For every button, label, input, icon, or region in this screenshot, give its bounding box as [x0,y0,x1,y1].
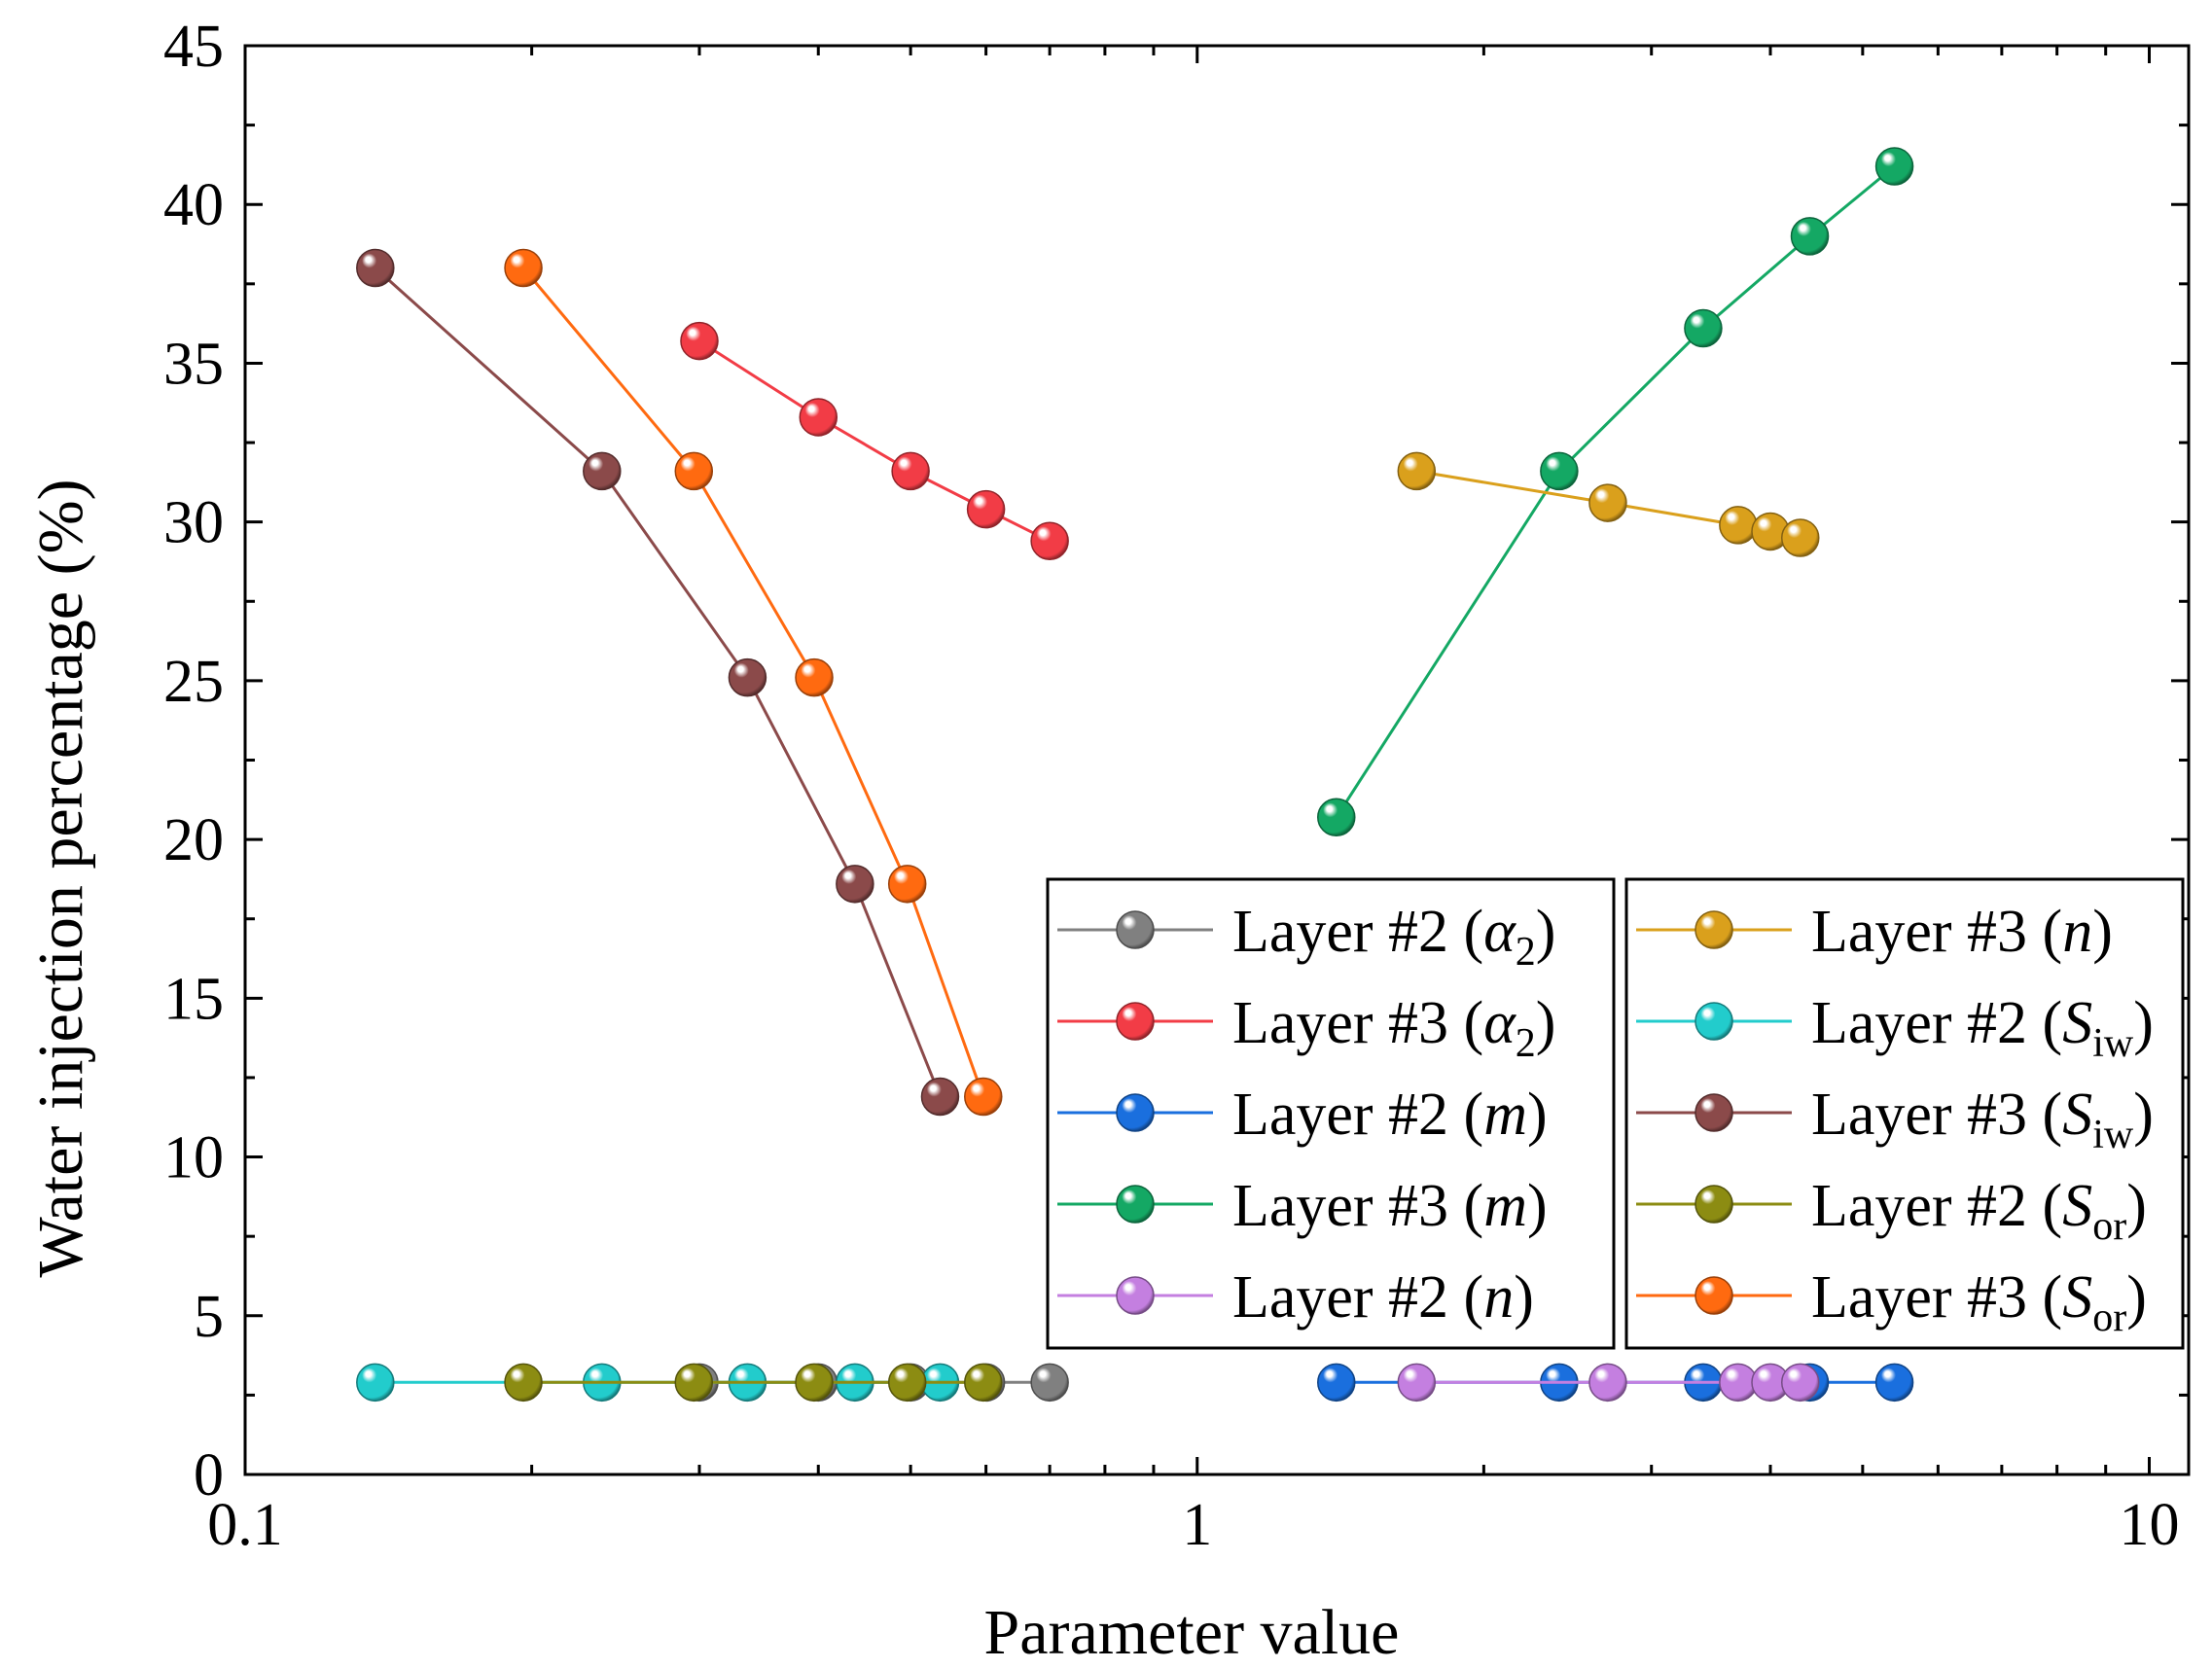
legend-label: Layer #2 (Siw) [1811,990,2154,1066]
data-point [1317,798,1356,837]
data-point [1874,147,1914,186]
y-tick-label: 20 [163,807,224,873]
legend-label: Layer #3 (n) [1811,899,2113,965]
data-point [1030,1363,1069,1403]
series-line [374,266,942,1098]
legend-label: Layer #3 (Sor) [1811,1264,2147,1340]
legend-item: Layer #3 (n) [1636,899,2113,965]
data-point [504,1363,543,1403]
x-tick-label: 0.1 [207,1492,283,1558]
y-tick-label: 35 [163,331,224,397]
data-point [1719,506,1758,545]
data-point [1317,1363,1356,1403]
data-point [674,451,714,491]
y-tick-label: 15 [163,966,224,1032]
data-point [356,248,395,288]
y-tick-label: 10 [163,1125,224,1191]
y-tick-label: 5 [194,1284,224,1350]
y-tick-label: 45 [163,14,224,80]
data-point [674,1363,714,1403]
legend-item: Layer #3 (α2) [1057,990,1555,1066]
data-point [1790,217,1830,256]
y-tick-label: 30 [163,490,224,556]
data-point [1780,1363,1820,1403]
data-point [891,451,930,491]
legend-marker [1695,1185,1733,1224]
data-point [836,865,874,904]
legend-label: Layer #2 (m) [1232,1082,1548,1148]
data-point [1030,521,1069,561]
data-point [680,321,719,361]
x-tick-label: 10 [2119,1492,2179,1558]
series-3 [1317,147,1914,837]
data-point [1397,451,1437,491]
legend-item: Layer #2 (Siw) [1636,990,2154,1066]
data-point [964,1363,1003,1403]
legend-label: Layer #3 (α2) [1232,990,1555,1066]
data-point [887,1363,927,1403]
legend-marker [1116,1185,1155,1224]
data-point [1588,1363,1627,1403]
legend-label: Layer #2 (n) [1232,1264,1534,1331]
data-point [1684,308,1723,348]
data-point [1719,1363,1758,1403]
y-tick-label: 40 [163,172,224,238]
data-point [1588,483,1627,522]
data-point [799,398,838,437]
legend-item: Layer #3 (Sor) [1636,1264,2147,1340]
data-point [728,657,767,697]
data-point [1397,1363,1437,1403]
legend-marker [1695,1276,1733,1315]
legend-marker [1695,1002,1733,1041]
axes: 0 5 10 15 20 25 30 35 40 45 0.1 1 10 [163,14,2191,1558]
legend-marker [1116,1093,1155,1132]
data-point [966,489,1006,529]
y-tick-label: 25 [163,649,224,715]
data-point [795,1363,834,1403]
legend: Layer #2 (α2) Layer #3 (α2) Layer #2 (m) La… [1046,877,2185,1350]
data-point [920,1077,960,1117]
legend-item: Layer #2 (α2) [1057,899,1555,975]
legend-item: Layer #3 (Siw) [1636,1082,2154,1157]
legend-marker [1116,910,1155,949]
data-point [1780,518,1820,557]
series-9 [504,248,1003,1117]
legend-item: Layer #3 (m) [1057,1173,1548,1239]
series-7 [356,248,960,1117]
legend-item: Layer #2 (Sor) [1636,1173,2147,1249]
data-point [795,657,834,697]
legend-marker [1116,1276,1155,1315]
series-8 [504,1363,1003,1403]
legend-item: Layer #2 (m) [1057,1082,1548,1148]
data-point [887,865,927,904]
x-axis-title: Parameter value [984,1597,1400,1668]
legend-item: Layer #2 (n) [1057,1264,1534,1331]
legend-label: Layer #2 (α2) [1232,899,1555,975]
data-point [356,1363,395,1403]
legend-label: Layer #3 (m) [1232,1173,1548,1239]
y-axis-title: Water injection percentage (%) [25,479,96,1277]
series-1 [680,321,1069,561]
legend-marker [1116,1002,1155,1041]
data-point [504,248,543,288]
data-point [1540,451,1579,491]
legend-label: Layer #2 (Sor) [1811,1173,2147,1249]
data-point [964,1077,1003,1117]
data-point [583,451,622,491]
plot-series [356,147,1914,1403]
legend-marker [1695,910,1733,949]
x-tick-label: 1 [1182,1492,1212,1558]
y-tick-label: 0 [194,1442,224,1509]
legend-marker [1695,1093,1733,1132]
series-4 [1397,1363,1820,1403]
series-5 [1397,451,1820,557]
legend-label: Layer #3 (Siw) [1811,1082,2154,1157]
data-point [1874,1363,1914,1403]
